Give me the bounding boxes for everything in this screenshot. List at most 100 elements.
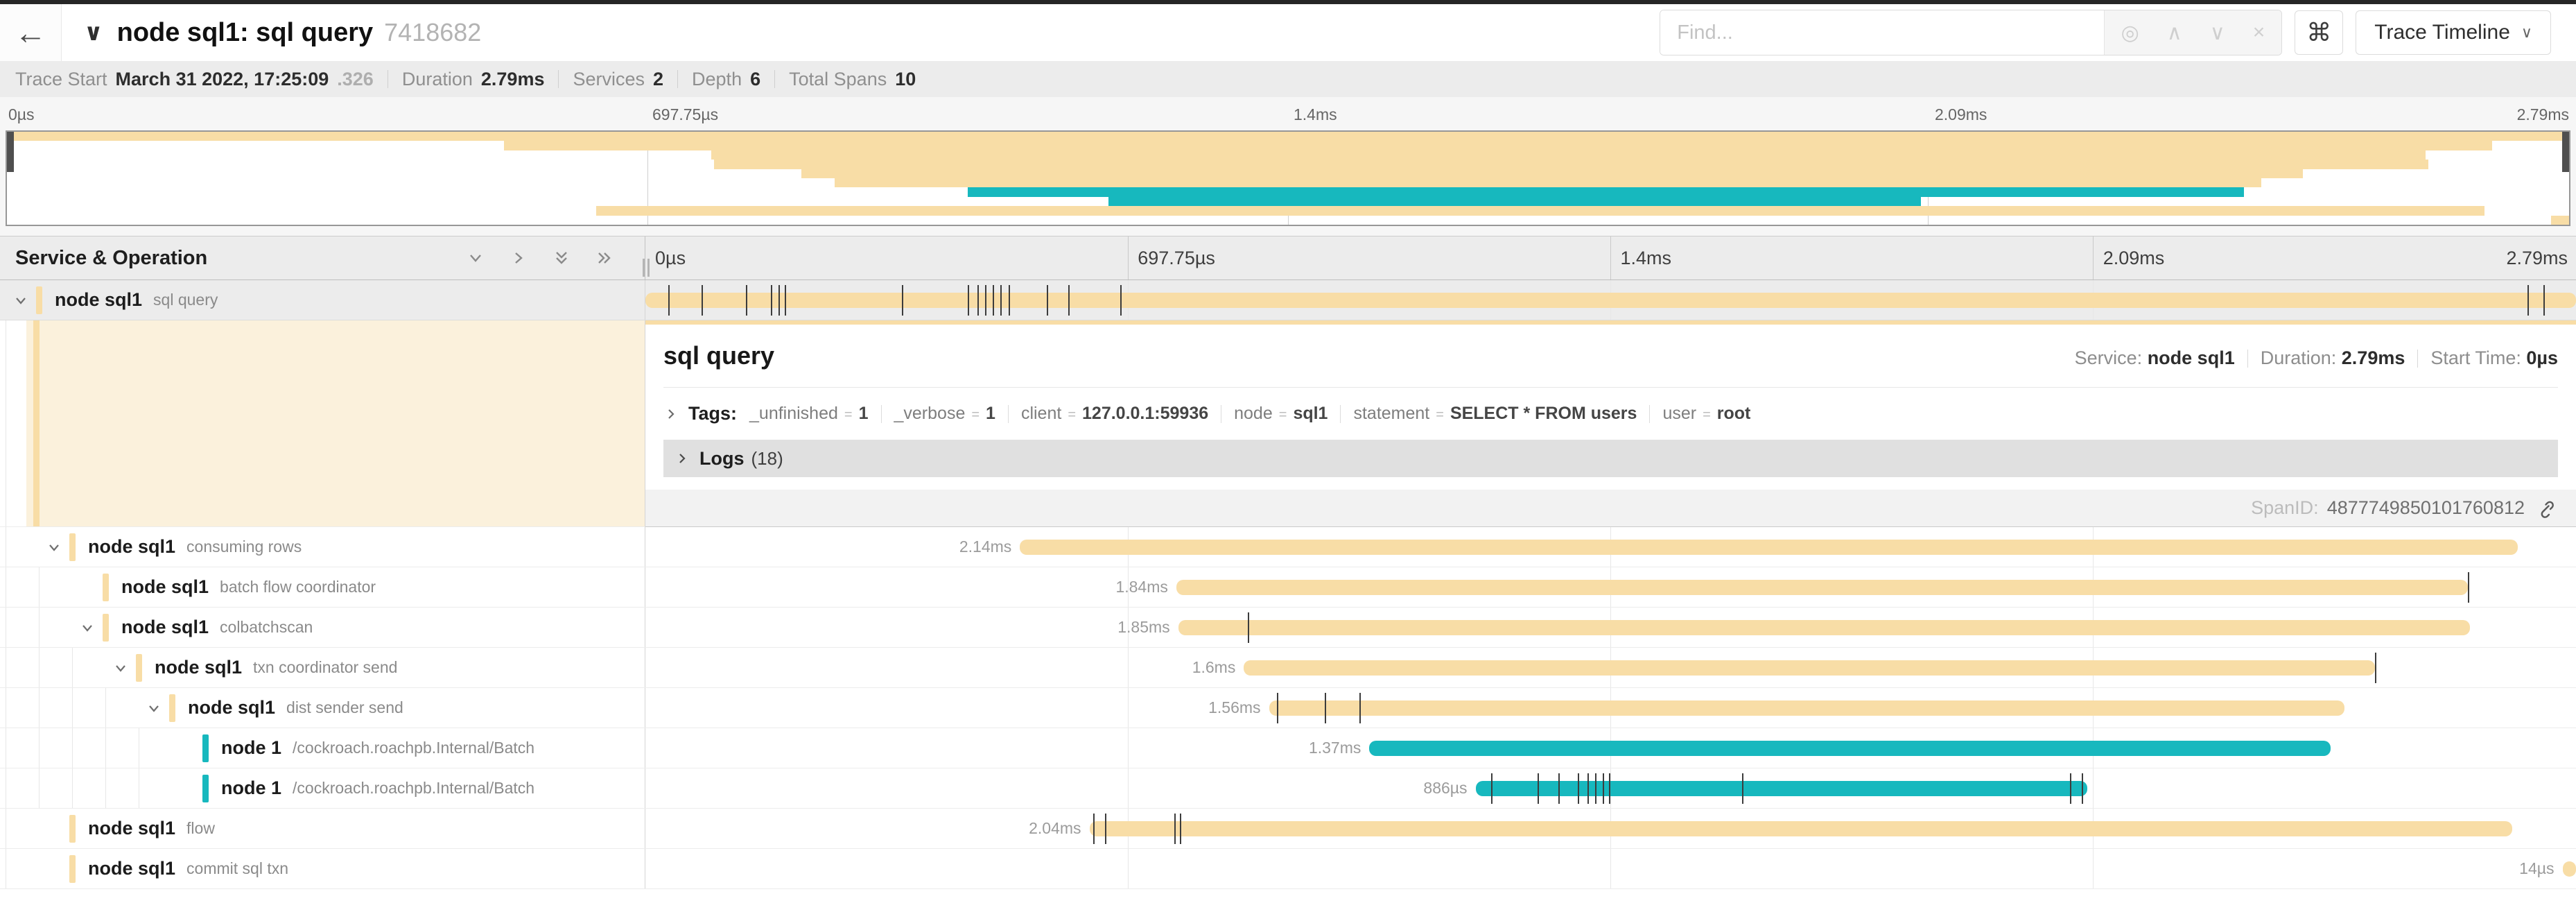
span-row[interactable]: node sql1 dist sender send 1.56ms: [0, 688, 2576, 728]
span-expand-toggle[interactable]: [42, 539, 67, 556]
operation-name: colbatchscan: [220, 618, 313, 636]
tag-value: root: [1716, 404, 1751, 423]
collapse-all-icon[interactable]: [552, 248, 571, 268]
span-tree-cell[interactable]: node 1/cockroach.roachpb.Internal/Batch: [0, 768, 645, 808]
span-row[interactable]: node sql1 colbatchscan 1.85ms: [0, 608, 2576, 648]
chevron-down-icon[interactable]: [12, 292, 29, 309]
back-button[interactable]: ←: [0, 4, 62, 61]
keyboard-shortcuts-button[interactable]: ⌘: [2295, 10, 2344, 55]
chevron-down-icon[interactable]: [79, 619, 96, 636]
span-timeline-cell[interactable]: 14µs: [645, 849, 2576, 888]
span-bar[interactable]: [1269, 700, 2344, 716]
operation-name: batch flow coordinator: [220, 578, 376, 596]
span-expand-toggle[interactable]: [141, 700, 166, 716]
expand-all-icon[interactable]: [595, 248, 614, 268]
next-result-icon[interactable]: ∨: [2209, 21, 2225, 44]
meta-divider: [774, 70, 776, 88]
tags-label: Tags:: [688, 403, 738, 424]
tags-accordion[interactable]: Tags: _unfinished = 1 _verbose = 1 client = 127.…: [663, 403, 2558, 424]
find-input[interactable]: [1660, 10, 2104, 55]
minimap-span-bar: [2551, 215, 2569, 225]
span-duration-label: 2.04ms: [1029, 819, 1081, 837]
span-expand-toggle[interactable]: [75, 619, 100, 636]
span-timeline-cell[interactable]: 1.84ms: [645, 567, 2576, 607]
operation-name: flow: [186, 819, 215, 837]
tree-guide-line: [72, 768, 73, 808]
chevron-down-icon[interactable]: [112, 660, 129, 676]
span-timeline-cell[interactable]: [645, 280, 2576, 320]
span-tree-cell[interactable]: node sql1 colbatchscan: [0, 608, 645, 647]
span-row[interactable]: node 1/cockroach.roachpb.Internal/Batch 1…: [0, 728, 2576, 768]
view-selector-label: Trace Timeline: [2374, 21, 2510, 44]
span-bar[interactable]: [1020, 540, 2518, 555]
service-color-chip: [103, 613, 109, 642]
chevron-down-icon[interactable]: [146, 700, 162, 716]
span-expand-toggle[interactable]: [108, 660, 133, 676]
span-tree-cell[interactable]: node sql1 txn coordinator send: [0, 648, 645, 687]
span-row[interactable]: node sql1 batch flow coordinator 1.84ms: [0, 567, 2576, 608]
log-marker-tick: [745, 285, 747, 316]
span-row[interactable]: node sql1 txn coordinator send 1.6ms: [0, 648, 2576, 688]
tag-divider: [880, 404, 882, 423]
minimap-right-scrubber[interactable]: [2562, 132, 2569, 172]
span-duration-label: 1.85ms: [1117, 618, 1170, 636]
span-bar[interactable]: [1475, 781, 2088, 796]
tree-guide-line: [72, 688, 73, 728]
meta-label: Duration: [401, 68, 473, 89]
span-row[interactable]: node sql1 commit sql txn 14µs: [0, 849, 2576, 889]
service-color-chip: [202, 774, 209, 802]
span-timeline-cell[interactable]: 1.85ms: [645, 608, 2576, 647]
span-row[interactable]: node sql1 sql query: [0, 280, 2576, 320]
match-count-icon[interactable]: ◎: [2121, 21, 2139, 44]
span-bar[interactable]: [1178, 620, 2470, 635]
minimap-axis-label: 1.4ms: [1294, 105, 1337, 123]
span-timeline-cell[interactable]: 2.04ms: [645, 809, 2576, 848]
log-marker-tick: [1174, 814, 1176, 844]
span-timeline-cell[interactable]: 886µs: [645, 768, 2576, 808]
minimap-left-scrubber[interactable]: [7, 132, 14, 172]
span-bar[interactable]: [1089, 821, 2513, 836]
span-tree-cell[interactable]: node sql1 commit sql txn: [0, 849, 645, 888]
span-bar[interactable]: [1176, 580, 2469, 595]
expand-one-icon[interactable]: [509, 248, 528, 268]
span-expand-toggle[interactable]: [8, 292, 33, 309]
tree-guide-line: [39, 648, 40, 687]
span-timeline-cell[interactable]: 2.14ms: [645, 527, 2576, 567]
prev-result-icon[interactable]: ∧: [2166, 21, 2182, 44]
span-row[interactable]: node sql1 consuming rows 2.14ms: [0, 527, 2576, 567]
span-timeline-cell[interactable]: 1.6ms: [645, 648, 2576, 687]
panel-resize-grip[interactable]: [643, 259, 650, 277]
meta-value: 2.79ms: [480, 68, 545, 89]
span-id-value: 4877749850101760812: [2326, 497, 2525, 518]
collapse-one-icon[interactable]: [466, 248, 485, 268]
copy-link-icon[interactable]: [2536, 498, 2557, 519]
clear-search-icon[interactable]: ×: [2252, 21, 2265, 44]
span-row[interactable]: node sql1 flow 2.04ms: [0, 809, 2576, 849]
span-bar[interactable]: [1369, 741, 2331, 756]
trace-collapse-icon[interactable]: ∨: [84, 19, 103, 46]
span-row[interactable]: node 1/cockroach.roachpb.Internal/Batch 8…: [0, 768, 2576, 809]
span-duration-label: 886µs: [1423, 779, 1468, 797]
span-tree-cell[interactable]: node sql1 batch flow coordinator: [0, 567, 645, 607]
minimap-span-bar: [504, 141, 2493, 150]
span-tree-cell[interactable]: node 1/cockroach.roachpb.Internal/Batch: [0, 728, 645, 768]
service-color-chip: [69, 814, 76, 843]
span-tree-cell[interactable]: node sql1 dist sender send: [0, 688, 645, 728]
meta-label: Total Spans: [789, 68, 887, 89]
logs-accordion[interactable]: Logs (18): [663, 440, 2558, 477]
meta-value: 10: [895, 68, 916, 89]
minimap-canvas[interactable]: [6, 130, 2570, 226]
span-bar[interactable]: [2562, 861, 2576, 877]
view-selector-button[interactable]: Trace Timeline ∨: [2356, 10, 2551, 55]
span-bar[interactable]: [1244, 660, 2376, 676]
span-tree-cell[interactable]: node sql1 sql query: [0, 280, 645, 320]
span-tree-cell[interactable]: node sql1 flow: [0, 809, 645, 848]
span-timeline-cell[interactable]: 1.37ms: [645, 728, 2576, 768]
log-marker-tick: [771, 285, 773, 316]
service-name: node sql1: [121, 576, 209, 597]
span-bar[interactable]: [645, 293, 2576, 308]
span-timeline-cell[interactable]: 1.56ms: [645, 688, 2576, 728]
tree-guide-line: [72, 648, 73, 687]
span-tree-cell[interactable]: node sql1 consuming rows: [0, 527, 645, 567]
chevron-down-icon[interactable]: [46, 539, 62, 556]
